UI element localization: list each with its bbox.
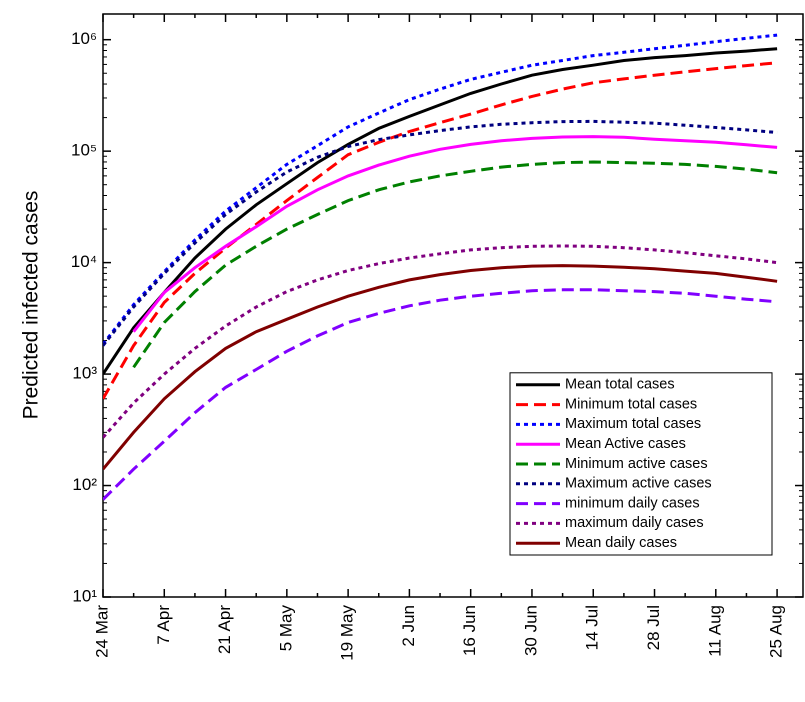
series-line	[103, 288, 778, 501]
series-line	[132, 135, 778, 333]
x-tick-label: 21 Apr	[215, 605, 234, 654]
series-line	[103, 47, 778, 375]
x-tick-label: 7 Apr	[154, 605, 173, 645]
legend-label: Maximum active cases	[565, 476, 712, 492]
series-line	[103, 119, 778, 347]
plot-area	[103, 33, 778, 501]
series-line	[103, 33, 778, 346]
series-line	[103, 264, 778, 471]
x-tick-label: 5 May	[276, 605, 295, 652]
legend-label: Minimum active cases	[565, 456, 708, 472]
y-tick-label: 10³	[72, 364, 97, 383]
y-axis-title: Predicted infected cases	[20, 191, 43, 420]
x-tick-label: 2 Jun	[399, 605, 418, 647]
legend-label: minimum daily cases	[565, 495, 700, 511]
x-tick-label: 14 Jul	[583, 605, 602, 650]
legend-label: Mean Active cases	[565, 436, 686, 452]
x-tick-label: 24 Mar	[92, 605, 111, 658]
x-tick-label: 19 May	[338, 605, 357, 661]
legend-label: maximum daily cases	[565, 515, 704, 531]
series-line	[132, 160, 778, 369]
legend-label: Mean total cases	[565, 377, 675, 393]
x-tick-label: 25 Aug	[767, 605, 786, 658]
legend-label: Mean daily cases	[565, 535, 677, 551]
y-tick-label: 10¹	[72, 586, 97, 605]
plot-frame	[102, 13, 804, 598]
series-line	[103, 244, 778, 439]
series-line	[103, 61, 778, 400]
x-tick-label: 16 Jun	[460, 605, 479, 656]
x-tick-label: 28 Jul	[644, 605, 663, 650]
y-tick-label: 10⁴	[71, 252, 97, 271]
x-tick-label: 11 Aug	[705, 605, 724, 657]
y-tick-label: 10²	[72, 475, 97, 494]
x-tick-label: 30 Jun	[521, 605, 540, 656]
y-tick-label: 10⁶	[71, 29, 97, 48]
y-tick-label: 10⁵	[71, 141, 97, 160]
legend-label: Minimum total cases	[565, 396, 697, 412]
legend-label: Maximum total cases	[565, 416, 701, 432]
